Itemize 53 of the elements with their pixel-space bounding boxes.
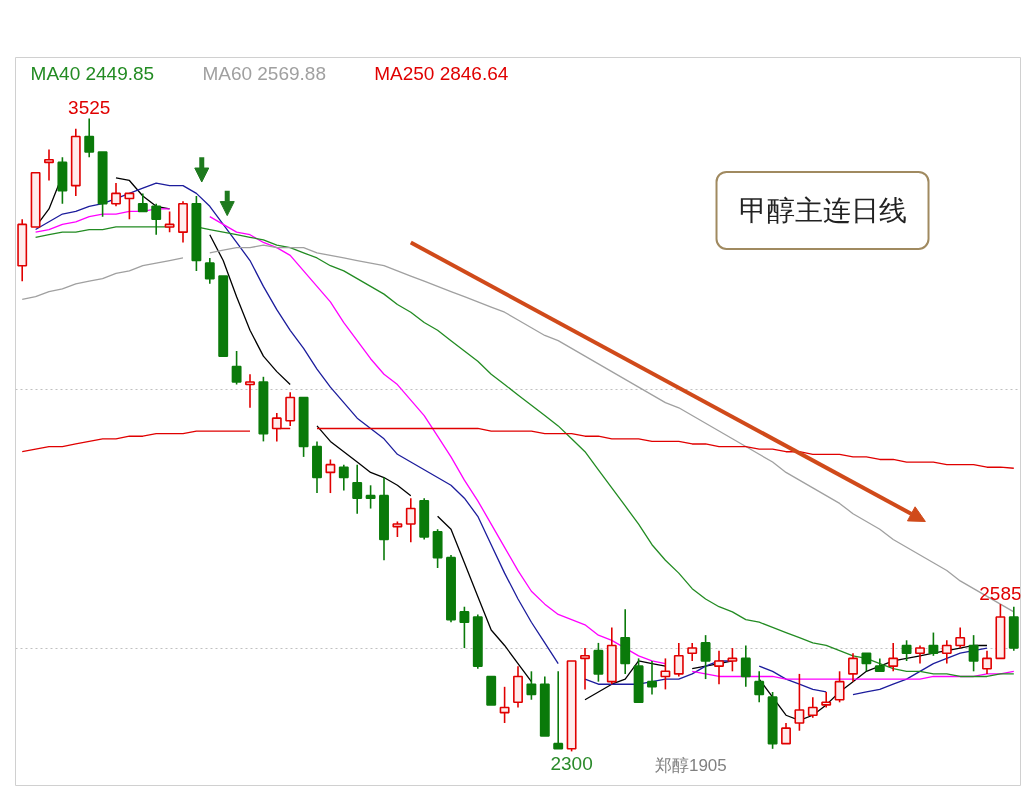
candlestick bbox=[137, 192, 148, 213]
candlestick bbox=[44, 148, 54, 182]
text: MA250 2846.64 bbox=[374, 63, 509, 85]
candlestick bbox=[901, 639, 912, 662]
candlestick bbox=[593, 642, 604, 683]
candlestick bbox=[84, 117, 95, 159]
candlestick bbox=[807, 696, 818, 719]
candlestick bbox=[888, 642, 899, 673]
candlestick bbox=[245, 373, 255, 409]
text: 甲醇主连日线 bbox=[738, 193, 907, 227]
candlestick bbox=[365, 484, 376, 510]
candlestick bbox=[687, 642, 698, 662]
candlestick bbox=[526, 670, 537, 701]
candlestick bbox=[231, 350, 242, 386]
candlestick bbox=[781, 722, 791, 745]
candlestick bbox=[740, 644, 751, 688]
candlestick bbox=[164, 210, 175, 233]
candlestick bbox=[673, 642, 684, 678]
candlestick bbox=[941, 639, 952, 665]
candlestick bbox=[111, 182, 121, 208]
candlestick bbox=[499, 686, 510, 724]
candlestick bbox=[405, 497, 416, 543]
candlestick bbox=[660, 657, 671, 691]
text: MA60 2569.88 bbox=[202, 63, 326, 85]
candlestick bbox=[834, 670, 845, 704]
candlestick bbox=[915, 644, 925, 665]
annotation: 郑醇1905 bbox=[654, 755, 727, 775]
candlestick bbox=[754, 670, 765, 704]
candlestick bbox=[285, 391, 296, 427]
candlestick bbox=[700, 634, 711, 680]
candlestick bbox=[352, 463, 363, 515]
candlestick bbox=[861, 652, 872, 673]
candlestick bbox=[325, 458, 336, 494]
annotation: 2300 bbox=[550, 753, 593, 775]
candlestick bbox=[204, 257, 215, 285]
candlestick bbox=[727, 647, 738, 673]
annotation: 3525 bbox=[68, 97, 111, 119]
candlestick bbox=[580, 647, 590, 691]
candlestick bbox=[928, 631, 939, 657]
candlestick bbox=[794, 673, 805, 732]
candlestick bbox=[338, 463, 349, 492]
annotation: 2585 bbox=[979, 583, 1022, 605]
text: MA40 2449.85 bbox=[30, 63, 155, 85]
candlestick bbox=[848, 652, 858, 683]
candlestick bbox=[151, 202, 162, 236]
candlestick bbox=[955, 626, 966, 649]
candlestick bbox=[459, 605, 470, 649]
candlestick bbox=[647, 660, 657, 696]
candlestick bbox=[553, 670, 564, 750]
candlestick bbox=[714, 649, 724, 686]
candlestick bbox=[982, 649, 992, 675]
candlestick bbox=[968, 634, 979, 673]
candlestick bbox=[124, 192, 135, 221]
